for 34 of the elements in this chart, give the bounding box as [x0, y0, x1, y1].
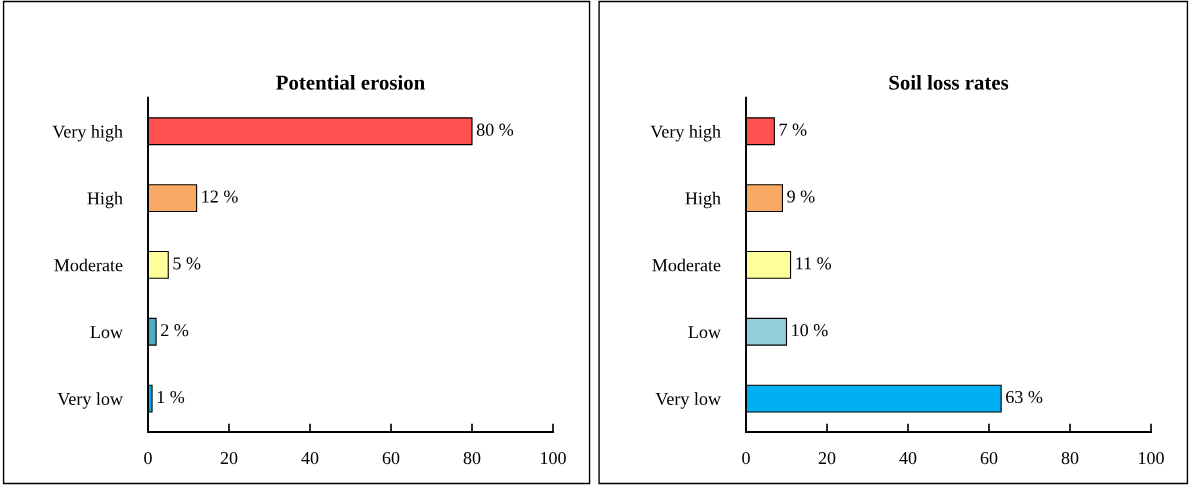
- x-tick-label: 60: [382, 451, 400, 465]
- x-tick-label: 40: [301, 451, 319, 465]
- y-tick-label: High: [685, 191, 721, 209]
- data-label: 2 %: [161, 324, 189, 337]
- x-tick-label: 0: [742, 451, 750, 465]
- chart-title: Soil loss rates: [889, 75, 1009, 90]
- chart-title: Potential erosion: [276, 75, 425, 90]
- data-label: 10 %: [792, 324, 828, 337]
- y-tick-label: Moderate: [652, 258, 721, 272]
- y-tick-label: High: [87, 191, 123, 209]
- x-tick-label: 60: [980, 451, 998, 465]
- x-tick-label: 40: [899, 451, 917, 465]
- y-tick-label: Low: [90, 326, 123, 339]
- y-tick-label: Very high: [52, 124, 123, 142]
- x-tick-label: 100: [1139, 451, 1164, 465]
- x-tick-label: 80: [463, 451, 481, 465]
- data-label: 63 %: [1006, 390, 1043, 404]
- y-tick-label: Very low: [655, 392, 721, 409]
- x-tick-label: 20: [818, 451, 836, 465]
- data-label: 80 %: [476, 123, 514, 136]
- x-tick-label: 80: [1061, 451, 1079, 465]
- x-tick-label: 0: [144, 451, 152, 465]
- y-tick-label: Low: [688, 326, 721, 339]
- data-label: 12 %: [202, 190, 238, 203]
- y-tick-label: Very low: [57, 392, 123, 409]
- y-tick-label: Very high: [650, 124, 721, 142]
- data-label: 5 %: [173, 257, 201, 270]
- data-label: 11 %: [796, 257, 832, 270]
- data-label: 1 %: [157, 390, 185, 404]
- x-tick-label: 100: [541, 451, 566, 465]
- data-label: 9 %: [787, 190, 815, 203]
- data-label: 7 %: [779, 123, 807, 136]
- y-tick-label: Moderate: [54, 258, 123, 272]
- x-tick-label: 20: [220, 451, 238, 465]
